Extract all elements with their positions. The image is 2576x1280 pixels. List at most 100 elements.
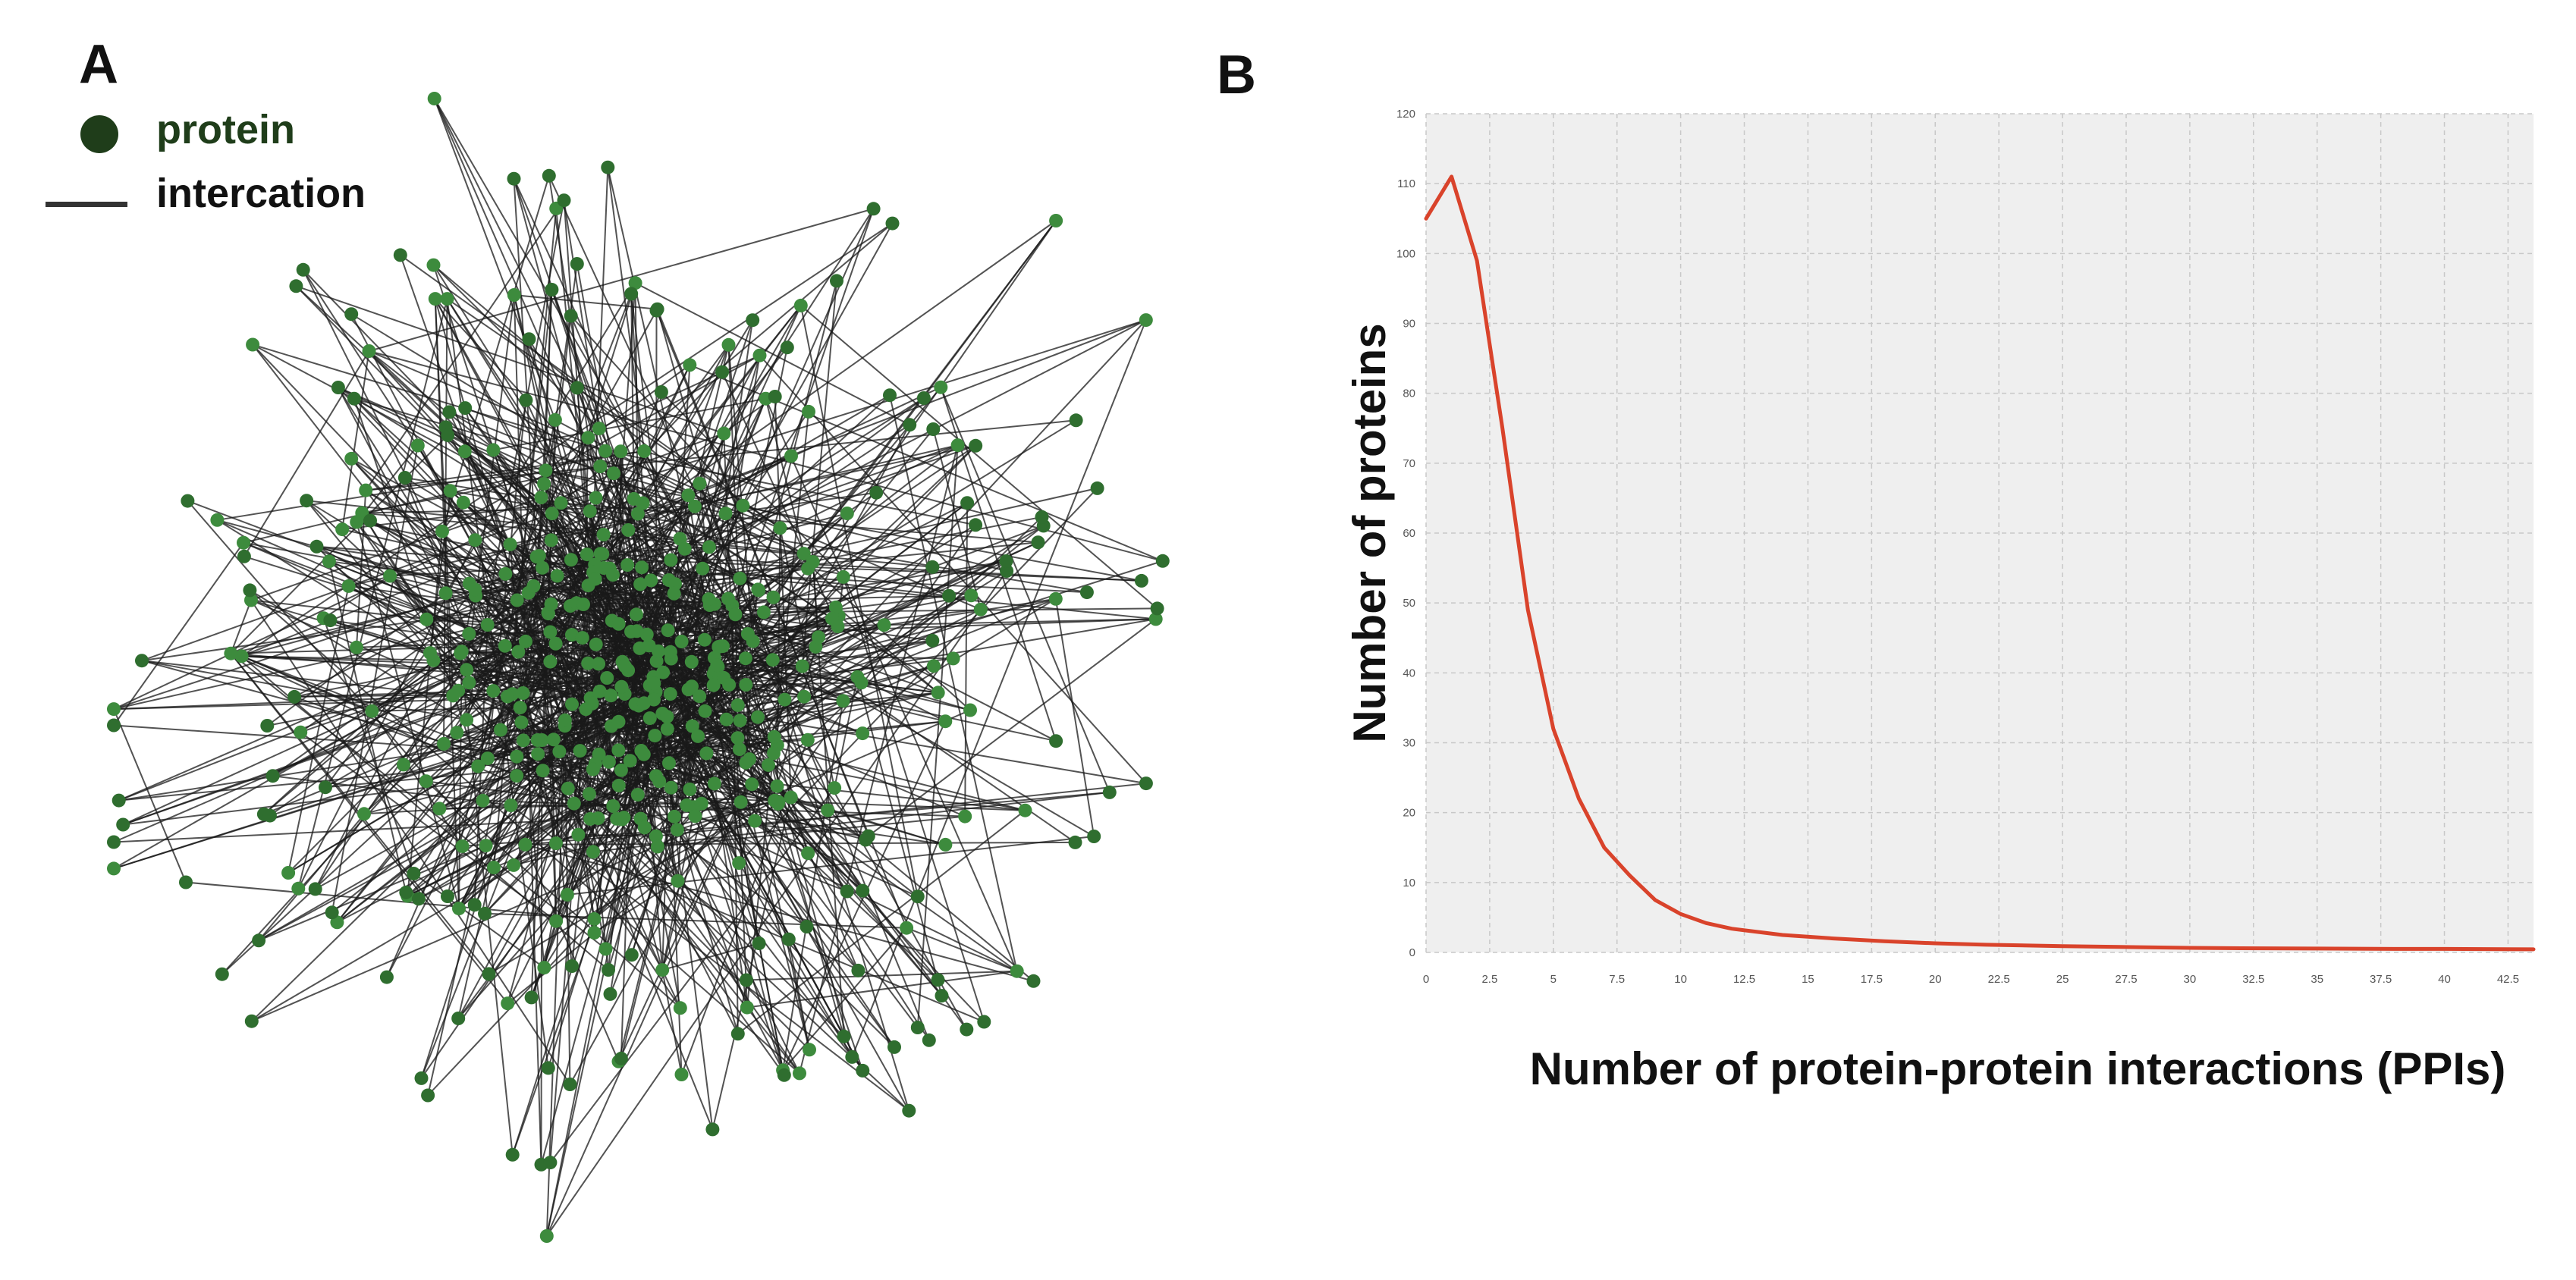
protein-node [715,365,730,379]
protein-node [455,839,470,853]
series-line [1424,174,2536,952]
protein-node [558,713,572,727]
interaction-edge [643,450,829,811]
x-tick-label: 32.5 [2242,973,2264,986]
interaction-edge [366,419,1076,491]
interaction-edge [782,701,844,1071]
interaction-edge [243,350,370,557]
protein-node [580,547,594,562]
y-tick-label: 30 [1403,737,1415,750]
protein-node [598,942,613,956]
interaction-edge [661,347,788,971]
protein-node [617,659,632,673]
protein-node [903,418,917,432]
interaction-edge [637,428,935,795]
protein-node [582,787,596,801]
protein-node [564,553,578,567]
interaction-edge [637,794,895,1048]
protein-node [1087,830,1101,843]
protein-node [836,694,850,708]
protein-node [411,892,426,906]
protein-node [583,504,597,519]
protein-node [828,600,843,614]
interaction-edge [655,310,908,929]
y-tick-label: 40 [1403,667,1415,679]
interaction-edge [612,754,645,807]
protein-node [699,746,714,761]
protein-node [877,618,891,632]
interaction-edge [296,285,724,435]
interaction-edge [328,561,407,893]
protein-node [1069,413,1083,428]
protein-node [733,714,747,728]
protein-node [589,637,603,651]
interaction-edge [427,503,562,1096]
protein-node [443,484,457,498]
protein-node [721,337,736,352]
protein-node [765,653,780,667]
protein-node [706,678,721,692]
protein-node [428,292,442,306]
protein-node [740,1000,754,1015]
protein-node [362,344,376,358]
protein-node [237,535,250,550]
interaction-edge [608,704,636,971]
protein-node [648,729,662,743]
interaction-edge [141,660,467,721]
protein-node [964,588,979,603]
interaction-edge [602,553,1142,582]
protein-node [1049,214,1063,227]
interaction-edge [545,570,1007,1237]
protein-network-graph [107,92,1170,1243]
protein-node [344,451,359,466]
protein-node [281,866,296,880]
interaction-edge [549,787,835,1163]
x-axis-label: Number of protein-protein interactions (… [1530,1043,2506,1094]
protein-node [752,348,767,362]
protein-node [319,780,332,795]
protein-node [421,1088,435,1103]
protein-node [670,823,684,837]
x-tick-label: 20 [1929,973,1942,986]
protein-node [507,288,521,302]
interaction-edge [661,969,683,1075]
protein-node [486,443,501,457]
protein-node [691,729,705,743]
interaction-edge [728,684,864,1071]
interaction-edge [713,524,976,686]
interaction-edge [721,372,839,627]
interaction-edge [287,585,350,874]
protein-node [756,605,771,620]
protein-node [539,463,553,478]
protein-node [680,798,694,812]
interaction-edge [857,598,1057,678]
protein-node [828,781,842,795]
protein-node [586,845,600,859]
interaction-edge [577,684,746,836]
protein-node [697,632,712,647]
protein-node [1148,612,1163,626]
protein-node [656,665,671,679]
interaction-edge [746,970,1017,981]
interaction-edge [187,500,689,691]
protein-node [234,649,249,664]
protein-node [926,422,941,436]
interaction-edge [316,545,610,569]
protein-node [476,793,490,808]
interaction-edge [643,702,939,981]
protein-node [419,774,433,789]
interaction-edge [801,281,837,667]
interaction-edge [369,208,874,352]
protein-node [543,654,558,669]
protein-node [644,573,658,588]
protein-node [869,485,884,500]
protein-node [601,160,615,174]
interaction-edge [746,970,1017,1009]
protein-node [181,494,195,508]
interaction-edge [576,387,693,726]
protein-node [571,827,586,842]
interaction-edge [385,696,508,977]
protein-node [480,751,495,766]
protein-node [926,659,941,673]
protein-node [545,283,559,296]
